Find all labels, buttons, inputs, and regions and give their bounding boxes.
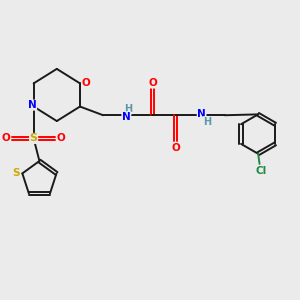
Text: O: O <box>57 134 65 143</box>
Text: H: H <box>203 117 211 127</box>
Text: N: N <box>197 109 206 119</box>
Text: S: S <box>12 168 20 178</box>
Text: S: S <box>30 134 38 143</box>
Text: H: H <box>124 104 132 114</box>
Text: N: N <box>122 112 131 122</box>
Text: O: O <box>82 78 91 88</box>
Text: O: O <box>2 134 11 143</box>
Text: O: O <box>148 78 157 88</box>
Text: N: N <box>28 100 37 110</box>
Text: Cl: Cl <box>255 166 267 176</box>
Text: O: O <box>171 143 180 153</box>
